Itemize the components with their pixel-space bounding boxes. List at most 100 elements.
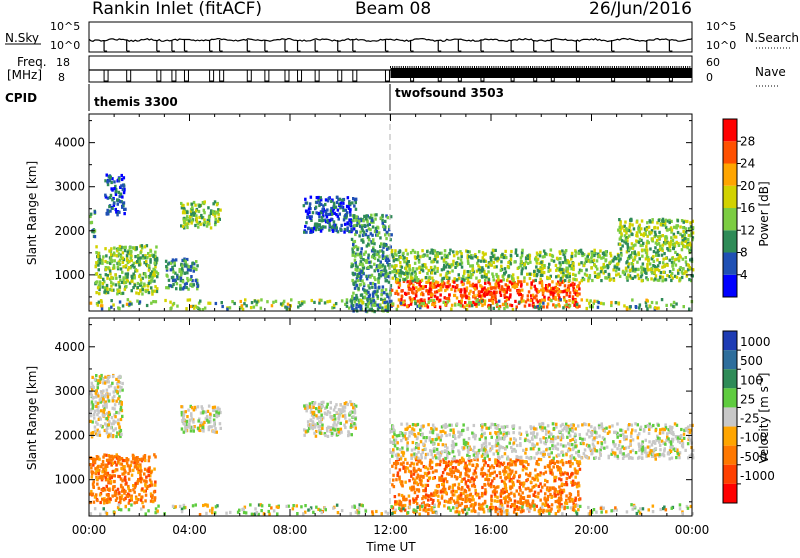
data-cell [343, 424, 346, 427]
data-cell [318, 215, 321, 218]
data-cell [329, 224, 332, 227]
data-cell [348, 218, 351, 221]
data-cell [367, 254, 370, 257]
data-cell [683, 272, 686, 275]
data-cell [625, 267, 628, 270]
data-cell [483, 260, 486, 263]
data-cell-ground [488, 307, 491, 310]
data-cell [91, 476, 94, 479]
data-cell-ground [112, 303, 115, 306]
data-cell [609, 252, 612, 255]
data-cell [445, 500, 448, 503]
data-cell [445, 265, 448, 268]
data-cell [199, 204, 202, 207]
data-cell [555, 275, 558, 278]
data-cell [104, 422, 107, 425]
data-cell [123, 498, 126, 501]
data-cell [685, 260, 688, 263]
freq-dropout [385, 70, 389, 81]
data-cell-ground [688, 308, 691, 311]
data-cell [102, 489, 105, 492]
data-cell [350, 403, 353, 406]
data-cell [434, 272, 437, 275]
data-cell [475, 255, 478, 258]
data-cell [662, 234, 665, 237]
data-cell [679, 278, 682, 281]
data-cell [559, 283, 562, 286]
data-cell [574, 278, 577, 281]
data-cell [190, 213, 193, 216]
data-cell [624, 234, 627, 237]
data-cell [621, 225, 624, 228]
data-cell [124, 246, 127, 249]
data-cell [146, 487, 149, 490]
data-cell-ground [550, 299, 553, 302]
data-cell [94, 235, 97, 238]
data-cell [195, 209, 198, 212]
data-cell [110, 187, 113, 190]
data-cell [382, 273, 385, 276]
data-cell [536, 273, 539, 276]
data-cell-ground [539, 303, 542, 306]
data-cell [655, 254, 658, 257]
power-ylabel: Slant Range [km] [25, 161, 39, 265]
data-cell [140, 469, 143, 472]
data-cell [673, 226, 676, 229]
data-cell [307, 212, 310, 215]
data-cell [148, 291, 151, 294]
data-cell [196, 220, 199, 223]
data-cell [353, 224, 356, 227]
data-cell [205, 411, 208, 414]
data-cell-ground [266, 300, 269, 303]
data-cell [98, 458, 101, 461]
data-cell [183, 414, 186, 417]
data-cell-ground [341, 299, 344, 302]
data-cell [122, 257, 125, 260]
data-cell [346, 229, 349, 232]
data-cell [121, 479, 124, 482]
data-cell [343, 218, 346, 221]
data-cell [310, 229, 313, 232]
data-cell [172, 276, 175, 279]
data-cell [355, 307, 358, 310]
data-cell-ground [326, 300, 329, 303]
data-cell [107, 212, 110, 215]
data-cell [145, 260, 148, 263]
data-cell [668, 244, 671, 247]
data-cell [332, 427, 335, 430]
data-cell [144, 272, 147, 275]
data-cell [105, 468, 108, 471]
data-cell [440, 286, 443, 289]
data-cell [514, 300, 517, 303]
data-cell [349, 411, 352, 414]
data-cell [619, 238, 622, 241]
data-cell [658, 231, 661, 234]
data-cell [607, 266, 610, 269]
data-cell [318, 406, 321, 409]
freq-dropout [104, 70, 108, 81]
data-cell [154, 258, 157, 261]
data-cell [366, 259, 369, 262]
data-cell [104, 382, 107, 385]
data-cell [119, 496, 122, 499]
data-cell [189, 269, 192, 272]
data-cell [136, 459, 139, 462]
data-cell [98, 268, 101, 271]
data-cell [148, 264, 151, 267]
data-cell [150, 250, 153, 253]
data-cell [414, 262, 417, 265]
data-cell [510, 254, 513, 257]
data-cell [463, 288, 466, 291]
data-cell [515, 284, 518, 287]
y-tick-label: 2000 [54, 224, 85, 238]
data-cell-ground [629, 305, 632, 308]
data-cell [504, 250, 507, 253]
data-cell [521, 249, 524, 252]
data-cell [356, 275, 359, 278]
data-cell [104, 395, 107, 398]
data-cell [529, 273, 532, 276]
data-cell [498, 284, 501, 287]
freq-dropout [184, 70, 188, 81]
data-cell [434, 265, 437, 268]
colorbar-segment [723, 275, 737, 297]
